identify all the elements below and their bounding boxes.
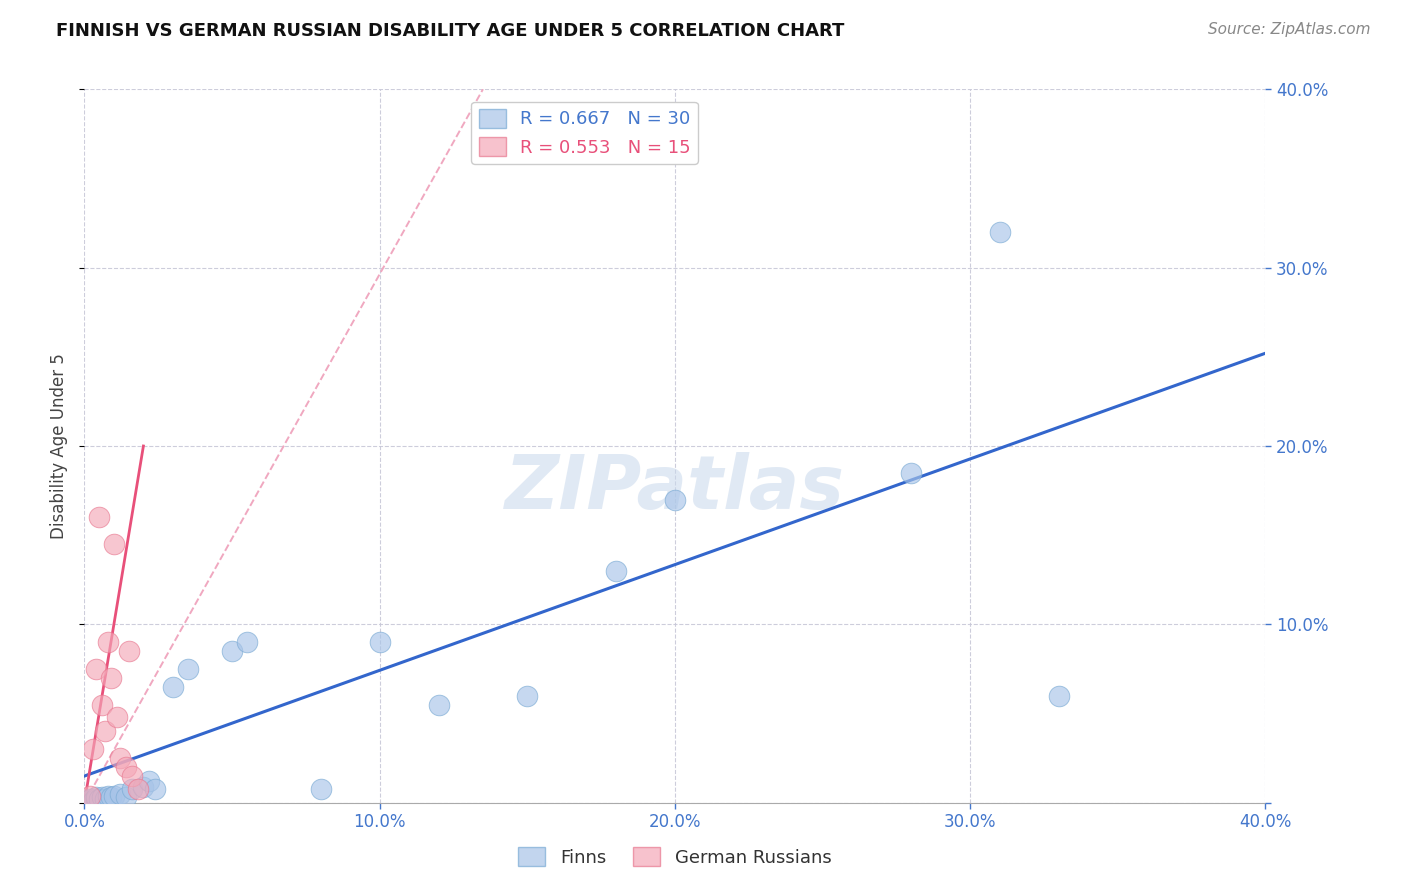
Point bbox=[368, 635, 391, 649]
Point bbox=[100, 671, 122, 685]
Point bbox=[143, 781, 166, 796]
Point bbox=[84, 662, 107, 676]
Point bbox=[138, 774, 160, 789]
Point bbox=[89, 792, 111, 806]
Point bbox=[91, 790, 114, 805]
Point bbox=[76, 794, 98, 808]
Y-axis label: Disability Age Under 5: Disability Age Under 5 bbox=[51, 353, 69, 539]
Point bbox=[162, 680, 184, 694]
Point bbox=[132, 780, 155, 794]
Point bbox=[1047, 689, 1070, 703]
Point bbox=[82, 742, 104, 756]
Point bbox=[988, 225, 1011, 239]
Legend: Finns, German Russians: Finns, German Russians bbox=[512, 840, 838, 874]
Point bbox=[105, 710, 128, 724]
Point bbox=[94, 792, 117, 806]
Point bbox=[108, 751, 131, 765]
Point bbox=[605, 564, 627, 578]
Point bbox=[516, 689, 538, 703]
Point bbox=[114, 760, 136, 774]
Text: Source: ZipAtlas.com: Source: ZipAtlas.com bbox=[1208, 22, 1371, 37]
Point bbox=[103, 789, 125, 803]
Point bbox=[84, 792, 107, 806]
Point bbox=[309, 781, 332, 796]
Legend: R = 0.667   N = 30, R = 0.553   N = 15: R = 0.667 N = 30, R = 0.553 N = 15 bbox=[471, 102, 697, 164]
Point bbox=[82, 794, 104, 808]
Point bbox=[94, 724, 117, 739]
Point bbox=[103, 537, 125, 551]
Text: FINNISH VS GERMAN RUSSIAN DISABILITY AGE UNDER 5 CORRELATION CHART: FINNISH VS GERMAN RUSSIAN DISABILITY AGE… bbox=[56, 22, 845, 40]
Point bbox=[97, 789, 120, 803]
Point bbox=[91, 698, 114, 712]
Point bbox=[89, 510, 111, 524]
Point bbox=[118, 644, 141, 658]
Point bbox=[236, 635, 259, 649]
Point bbox=[221, 644, 243, 658]
Point bbox=[79, 792, 101, 806]
Point bbox=[900, 466, 922, 480]
Point bbox=[121, 781, 143, 796]
Text: ZIPatlas: ZIPatlas bbox=[505, 452, 845, 525]
Point bbox=[114, 790, 136, 805]
Point bbox=[121, 769, 143, 783]
Point bbox=[84, 790, 107, 805]
Point bbox=[79, 789, 101, 803]
Point bbox=[664, 492, 686, 507]
Point bbox=[177, 662, 200, 676]
Point bbox=[108, 787, 131, 801]
Point bbox=[100, 790, 122, 805]
Point bbox=[127, 781, 149, 796]
Point bbox=[427, 698, 450, 712]
Point bbox=[97, 635, 120, 649]
